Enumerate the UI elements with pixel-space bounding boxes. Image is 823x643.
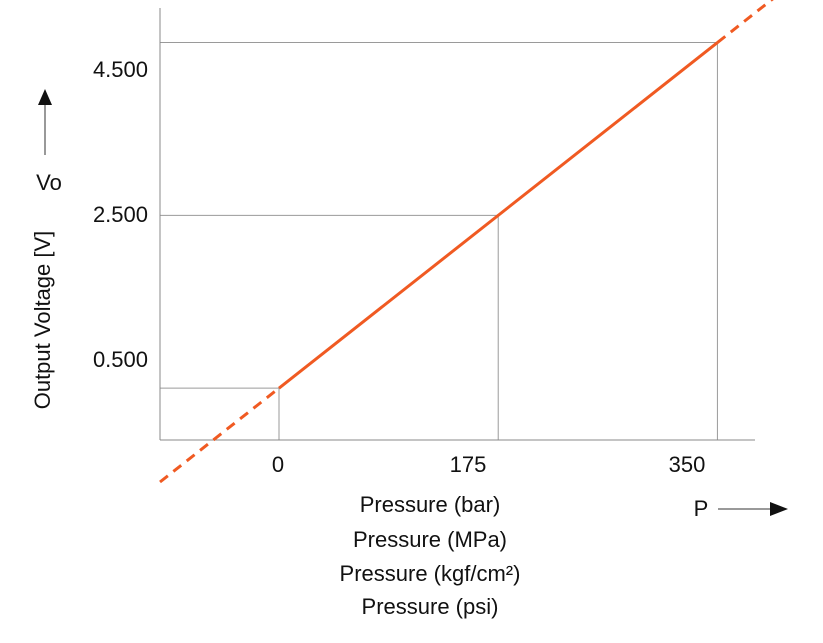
y-tick-label: 0.500 bbox=[93, 347, 148, 372]
y-direction-indicator: Vo bbox=[36, 89, 62, 195]
series-line-dashed bbox=[716, 0, 774, 44]
y-arrow-head-icon bbox=[38, 89, 52, 105]
x-axis-label-psi: Pressure (psi) bbox=[362, 594, 499, 619]
x-tick-label: 0 bbox=[272, 452, 284, 477]
y-axis-label: Output Voltage [V] bbox=[30, 231, 55, 410]
x-axis-labels: Pressure (bar) Pressure (MPa) Pressure (… bbox=[340, 492, 521, 619]
x-arrow-head-icon bbox=[770, 502, 788, 516]
x-direction-indicator: P bbox=[694, 496, 788, 521]
series-line-dashed bbox=[159, 386, 280, 484]
x-axis-label-kgf: Pressure (kgf/cm²) bbox=[340, 561, 521, 586]
x-tick-labels: 0 175 350 bbox=[272, 452, 705, 477]
x-tick-label: 175 bbox=[450, 452, 487, 477]
x-tick-label: 350 bbox=[669, 452, 706, 477]
y-symbol: Vo bbox=[36, 170, 62, 195]
axes bbox=[159, 8, 755, 441]
series-group bbox=[159, 0, 774, 484]
reference-lines bbox=[160, 42, 718, 440]
x-symbol: P bbox=[694, 496, 709, 521]
x-axis-label-mpa: Pressure (MPa) bbox=[353, 527, 507, 552]
y-tick-label: 2.500 bbox=[93, 202, 148, 227]
y-tick-labels: 0.500 2.500 4.500 bbox=[93, 57, 148, 372]
y-tick-label: 4.500 bbox=[93, 57, 148, 82]
x-axis-label-bar: Pressure (bar) bbox=[360, 492, 501, 517]
series-line-solid bbox=[278, 41, 719, 390]
